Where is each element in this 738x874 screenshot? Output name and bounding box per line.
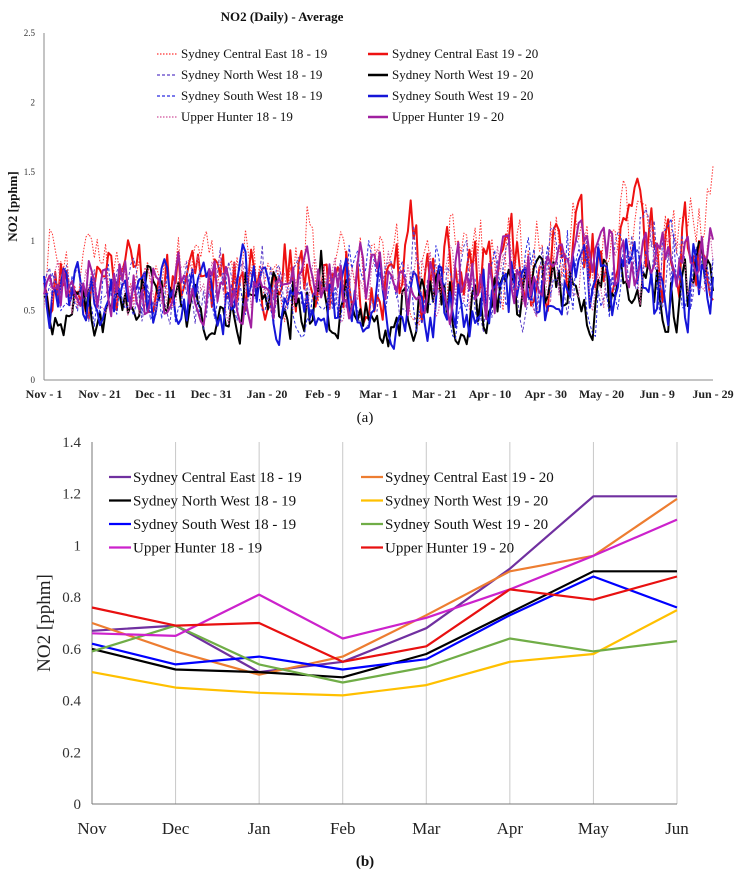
series-line-b-8 (92, 577, 677, 662)
x-tick-label: Apr - 30 (525, 387, 567, 401)
panel-label-a: (a) (357, 410, 374, 426)
legend-label-a: Sydney North West 18 - 19 (181, 67, 322, 82)
y-tick-label: 0 (31, 375, 36, 385)
legend-label-b: Sydney North West 19 - 20 (385, 494, 548, 510)
x-tick-label: Jun - 9 (640, 387, 675, 401)
x-tick-label: Jun - 29 (692, 387, 733, 401)
x-tick-label: Feb (330, 819, 356, 838)
y-axis-title: NO2 [pphm] (34, 574, 55, 672)
figure: 0 0.5 1 1.5 2 2.5 Nov - 1 Nov - 21 Dec - 11 Dec -… (0, 0, 738, 874)
legend-label-b: Sydney Central East 19 - 20 (385, 470, 554, 486)
legend-label-a: Sydney Central East 19 - 20 (392, 46, 538, 61)
x-tick-label: Nov (77, 819, 107, 838)
x-tick-label: Nov - 21 (78, 387, 121, 401)
x-tick-label: Mar - 1 (359, 387, 397, 401)
y-tick-label: 1.2 (62, 487, 81, 503)
y-tick-label: 2 (31, 97, 36, 107)
y-tick-label: 0.4 (62, 694, 81, 710)
y-tick-label: 2.5 (24, 28, 36, 38)
legend-label-b: Upper Hunter 18 - 19 (133, 541, 262, 557)
x-tick-label: Dec - 11 (135, 387, 176, 401)
legend-label-a: Sydney Central East 18 - 19 (181, 46, 327, 61)
series-line-b-3 (92, 571, 677, 677)
legend-label-b: Sydney South West 18 - 19 (133, 517, 296, 533)
legend-label-a: Upper Hunter 19 - 20 (392, 109, 504, 124)
x-tick-label: Dec (162, 819, 190, 838)
legend-label-a: Sydney South West 18 - 19 (181, 88, 322, 103)
x-tick-label: May (578, 819, 610, 838)
x-tick-label: Mar (412, 819, 441, 838)
series-line-b-5 (92, 577, 677, 670)
chart-a: 0 0.5 1 1.5 2 2.5 Nov - 1 Nov - 21 Dec - 11 Dec -… (5, 9, 734, 426)
y-tick-label: 0.5 (24, 306, 36, 316)
y-tick-label: 0.8 (62, 590, 81, 606)
y-tick-label: 1 (31, 236, 36, 246)
legend-label-b: Upper Hunter 19 - 20 (385, 541, 514, 557)
x-tick-label: Jan (248, 819, 271, 838)
chart-b: 0 0.2 0.4 0.6 0.8 1 1.2 1.4 Nov Dec Jan Feb Mar Apr Ma… (34, 435, 689, 870)
legend-label-b: Sydney North West 18 - 19 (133, 494, 296, 510)
x-tick-label: Mar - 21 (412, 387, 456, 401)
x-tick-label: Apr - 10 (469, 387, 511, 401)
legend-label-a: Upper Hunter 18 - 19 (181, 109, 293, 124)
x-tick-label: Jun (665, 819, 689, 838)
panel-label-b: (b) (356, 854, 374, 870)
y-tick-label: 1.5 (24, 167, 36, 177)
legend-label-a: Sydney South West 19 - 20 (392, 88, 533, 103)
y-axis-title: NO2 [pphm] (5, 171, 20, 241)
y-tick-label: 0.2 (62, 745, 81, 761)
x-tick-label: Dec - 31 (191, 387, 232, 401)
legend-label-b: Sydney Central East 18 - 19 (133, 470, 302, 486)
y-tick-label: 0 (74, 797, 82, 813)
legend-label-b: Sydney South West 19 - 20 (385, 517, 548, 533)
y-tick-label: 1.4 (62, 435, 81, 451)
x-tick-label: Apr (497, 819, 524, 838)
x-tick-label: May - 20 (579, 387, 624, 401)
legend-label-a: Sydney North West 19 - 20 (392, 67, 533, 82)
x-tick-label: Feb - 9 (305, 387, 340, 401)
x-tick-label: Nov - 1 (26, 387, 63, 401)
y-tick-label: 1 (74, 538, 82, 554)
x-tick-label: Jan - 20 (247, 387, 288, 401)
chart-title: NO2 (Daily) - Average (221, 9, 344, 24)
y-tick-label: 0.6 (62, 642, 81, 658)
